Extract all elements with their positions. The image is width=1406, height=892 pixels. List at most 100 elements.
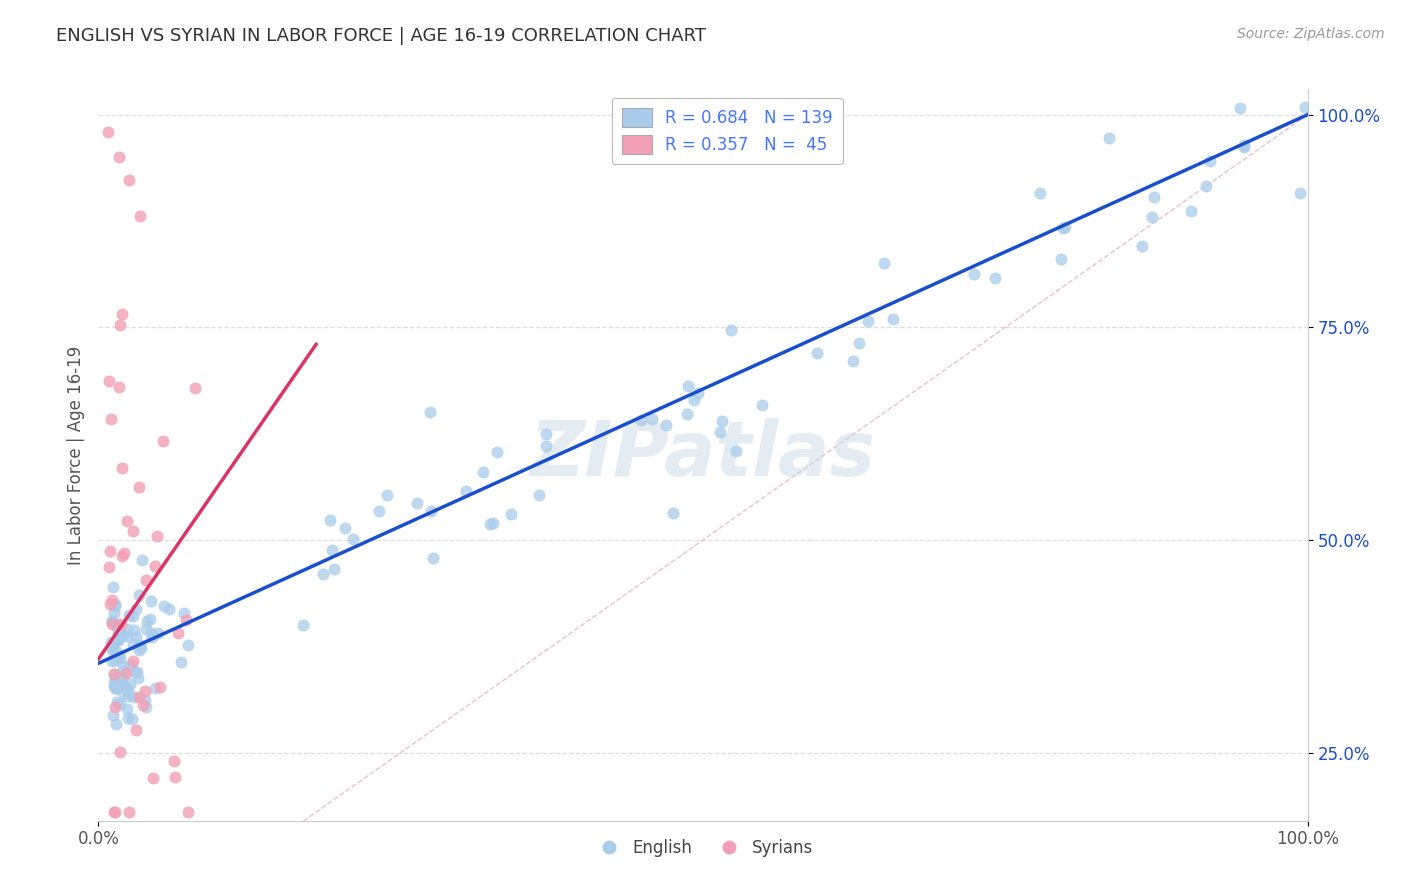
Point <box>1130 239 1153 253</box>
Point <box>103 679 125 693</box>
Point <box>108 648 131 663</box>
Point <box>1029 186 1052 201</box>
Point <box>146 625 169 640</box>
Point <box>135 622 157 636</box>
Point <box>108 626 131 640</box>
Text: ZIPatlas: ZIPatlas <box>530 418 876 491</box>
Point <box>163 770 186 784</box>
Point <box>105 716 128 731</box>
Point <box>111 307 134 321</box>
Point <box>1229 101 1251 115</box>
Point <box>112 686 135 700</box>
Point <box>720 323 742 337</box>
Point <box>1195 178 1218 193</box>
Point <box>127 671 149 685</box>
Point <box>149 680 172 694</box>
Point <box>129 641 152 656</box>
Point <box>103 599 125 613</box>
Point <box>129 210 152 224</box>
Point <box>111 659 134 673</box>
Point <box>856 314 879 328</box>
Point <box>686 385 709 400</box>
Point <box>485 445 508 459</box>
Point <box>108 631 131 645</box>
Point <box>419 504 441 518</box>
Point <box>139 626 162 640</box>
Point <box>122 623 145 637</box>
Point <box>117 711 139 725</box>
Point <box>115 701 138 715</box>
Point <box>122 654 145 668</box>
Point <box>107 633 129 648</box>
Point <box>101 616 124 631</box>
Point <box>117 622 139 636</box>
Point <box>1143 190 1166 204</box>
Point <box>173 606 195 620</box>
Point <box>157 602 180 616</box>
Point <box>125 723 148 737</box>
Point <box>121 712 143 726</box>
Point <box>103 805 125 819</box>
Point <box>97 125 120 139</box>
Point <box>375 488 398 502</box>
Y-axis label: In Labor Force | Age 16-19: In Labor Force | Age 16-19 <box>66 345 84 565</box>
Point <box>1233 140 1256 154</box>
Point <box>104 681 127 695</box>
Point <box>114 680 136 694</box>
Point <box>105 695 128 709</box>
Point <box>751 398 773 412</box>
Point <box>101 614 124 628</box>
Point <box>100 654 122 668</box>
Point <box>1289 186 1312 201</box>
Point <box>162 754 184 768</box>
Point <box>709 425 731 439</box>
Point <box>105 681 128 696</box>
Point <box>115 629 138 643</box>
Point <box>683 393 706 408</box>
Point <box>710 414 733 428</box>
Point <box>125 630 148 644</box>
Point <box>103 707 125 722</box>
Text: Source: ZipAtlas.com: Source: ZipAtlas.com <box>1237 27 1385 41</box>
Point <box>321 542 343 557</box>
Point <box>105 644 128 658</box>
Point <box>118 607 141 622</box>
Point <box>112 546 135 560</box>
Point <box>117 689 139 703</box>
Point <box>103 635 125 649</box>
Point <box>101 642 124 657</box>
Point <box>1180 204 1202 219</box>
Point <box>630 413 652 427</box>
Point <box>342 533 364 547</box>
Point <box>134 684 156 698</box>
Point <box>124 665 146 680</box>
Point <box>963 267 986 281</box>
Point <box>153 599 176 614</box>
Point <box>104 597 127 611</box>
Point <box>145 529 167 543</box>
Point <box>1050 252 1073 267</box>
Point <box>98 597 121 611</box>
Point <box>131 698 153 712</box>
Point <box>118 805 141 819</box>
Point <box>98 544 121 558</box>
Point <box>311 567 333 582</box>
Point <box>107 626 129 640</box>
Point <box>174 613 197 627</box>
Point <box>139 594 162 608</box>
Point <box>184 381 207 395</box>
Point <box>101 580 124 594</box>
Point <box>141 630 163 644</box>
Point <box>128 690 150 704</box>
Point <box>676 379 699 393</box>
Point <box>128 480 150 494</box>
Point <box>110 318 132 332</box>
Point <box>101 639 124 653</box>
Point <box>806 345 828 359</box>
Point <box>1142 210 1164 224</box>
Point <box>170 655 193 669</box>
Point <box>120 657 142 672</box>
Point <box>527 488 550 502</box>
Point <box>122 609 145 624</box>
Point <box>103 606 125 620</box>
